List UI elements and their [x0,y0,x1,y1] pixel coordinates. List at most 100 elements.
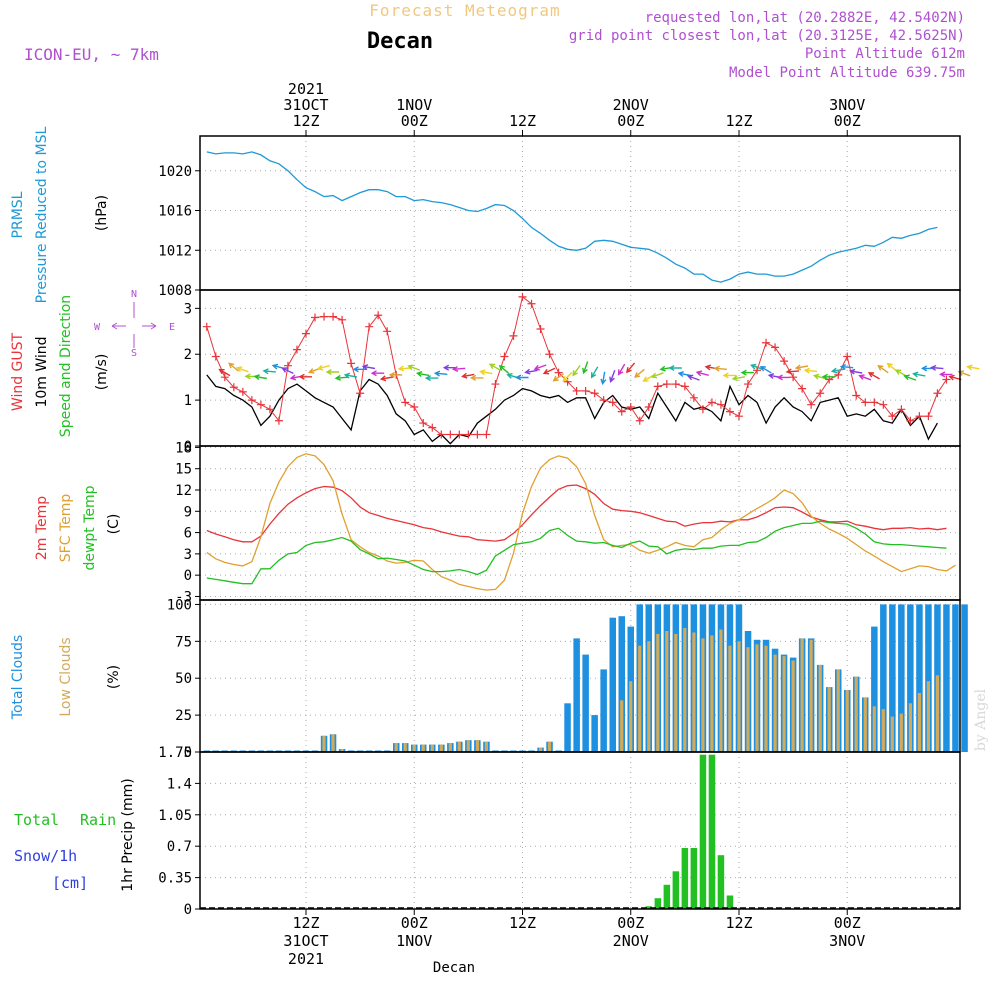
wind-arrow-77 [912,371,926,378]
cloud-low-bar-71 [845,690,849,752]
cloud-low-bar-81 [935,675,939,752]
wind-arrow-73 [877,364,889,374]
xlabel-bottom-0-0: 12Z [292,914,319,932]
gust-marker-12 [311,313,320,322]
wind-arrow-37 [552,373,564,382]
cloud-low-bar-50 [656,633,660,752]
gust-marker-72 [852,391,861,400]
sfc-label: SFC Temp [58,494,74,563]
snow-unit: [cm] [52,874,88,892]
wind-arrow-38 [562,372,573,383]
cloud-total-bar-75 [880,604,887,752]
cloud-low-bar-30 [475,740,479,752]
cloud-low-bar-24 [421,744,425,752]
compass-e: E [169,322,175,333]
ytick-label-temperature-6: 15 [175,462,192,478]
cloud-low-bar-57 [719,629,723,752]
wind-arrow-55 [713,365,727,372]
gust-marker-31 [482,430,491,439]
gust-marker-56 [707,398,716,407]
wind-arrow-79 [930,364,944,371]
cloud-total-bar-44 [600,669,607,752]
ytick-label-wind-3: 3 [184,301,192,317]
cloud-low-bar-58 [728,645,732,752]
rain-bar-51 [663,884,671,909]
wind-arrow-76 [903,374,917,381]
rain-bar-56 [708,754,716,909]
cloud-low-bar-25 [430,744,434,752]
ytick-label-pressure-2: 1016 [158,204,192,220]
cloud-low-bar-64 [782,656,786,752]
location-title: Decan [367,29,433,54]
wind-arrow-83 [966,364,980,371]
wind-arrow-15 [352,366,367,373]
gust-marker-18 [365,322,374,331]
panel-frame-precip [199,751,961,910]
gust-marker-1 [211,352,220,361]
ytick-label-wind-0: 0 [184,439,192,455]
gust-marker-50 [653,382,662,391]
cloud-low-bar-59 [737,641,741,752]
wind-arrow-31 [498,364,510,375]
cloud-total-bar-45 [609,617,616,752]
cloud-low-bar-48 [638,645,642,752]
wind-arrow-53 [695,370,709,377]
gust-marker-38 [545,350,554,359]
gust-marker-15 [338,315,347,324]
gust-marker-52 [671,380,680,389]
wind-arrow-42 [600,371,607,386]
gust-marker-3 [229,383,238,392]
ytick-label-pressure-0: 1008 [158,283,192,299]
data-layer [200,151,980,909]
cloud-low-bar-21 [394,743,398,752]
wind-arrow-43 [609,370,616,383]
wind-arrow-4 [253,374,267,381]
cloud-low-bar-38 [547,741,552,752]
low-cloud-label: Low Clouds [58,637,74,716]
ytick-label-temperature-4: 9 [184,504,192,520]
xlabel-top-4-0: 12Z [725,112,752,130]
ytick-label-temperature-5: 12 [175,483,192,499]
rain-bar-49 [645,906,652,909]
gust-marker-36 [527,299,536,308]
cloud-total-bar-46 [618,616,625,752]
wind-arrow-58 [740,369,754,376]
gust-marker-70 [834,370,843,379]
axes-layer: 10081012101610200123-3036912151802550751… [158,80,961,968]
xlabel-top-0-2: 12Z [292,112,319,130]
ytick-label-precip-1: 0.35 [158,871,192,887]
gust-marker-47 [626,403,635,411]
ytick-label-temperature-3: 6 [184,526,192,542]
cloud-low-bar-62 [764,645,768,752]
ytick-label-clouds-0: 0 [184,745,192,761]
cloud-low-bar-13 [322,735,326,752]
wind-arrow-2 [235,366,249,373]
xlabel-top-1-1: 00Z [401,112,428,130]
cloud-low-bar-80 [926,681,930,752]
xlabel-bottom-1-1: 1NOV [396,932,432,950]
gust-marker-67 [807,400,816,409]
wind-arrow-44 [617,363,626,376]
xlabel-bottom-5-1: 3NOV [829,932,865,950]
gust-marker-82 [942,375,951,384]
gust-marker-57 [716,400,725,409]
gust-marker-11 [301,329,310,338]
ytick-label-precip-4: 1.4 [167,776,192,792]
xlabel-top-3-1: 00Z [617,112,644,130]
wind-arrow-52 [686,374,700,381]
gust-marker-65 [789,373,798,382]
wind-arrow-71 [858,374,872,381]
wind-arrow-65 [803,367,818,374]
panel-frame-wind [199,289,961,447]
gust-marker-79 [915,412,924,421]
wind-arrow-27 [461,372,475,379]
gust-marker-9 [283,361,292,370]
cloud-low-bar-61 [755,644,759,752]
cloud-low-bar-52 [674,633,678,752]
wind-arrow-69 [839,363,854,370]
gust-marker-35 [518,292,527,301]
cloud-low-bar-14 [331,734,335,752]
gust-marker-51 [662,380,671,389]
cloud-total-bar-78 [907,604,914,752]
cloud-low-bar-51 [665,631,669,752]
